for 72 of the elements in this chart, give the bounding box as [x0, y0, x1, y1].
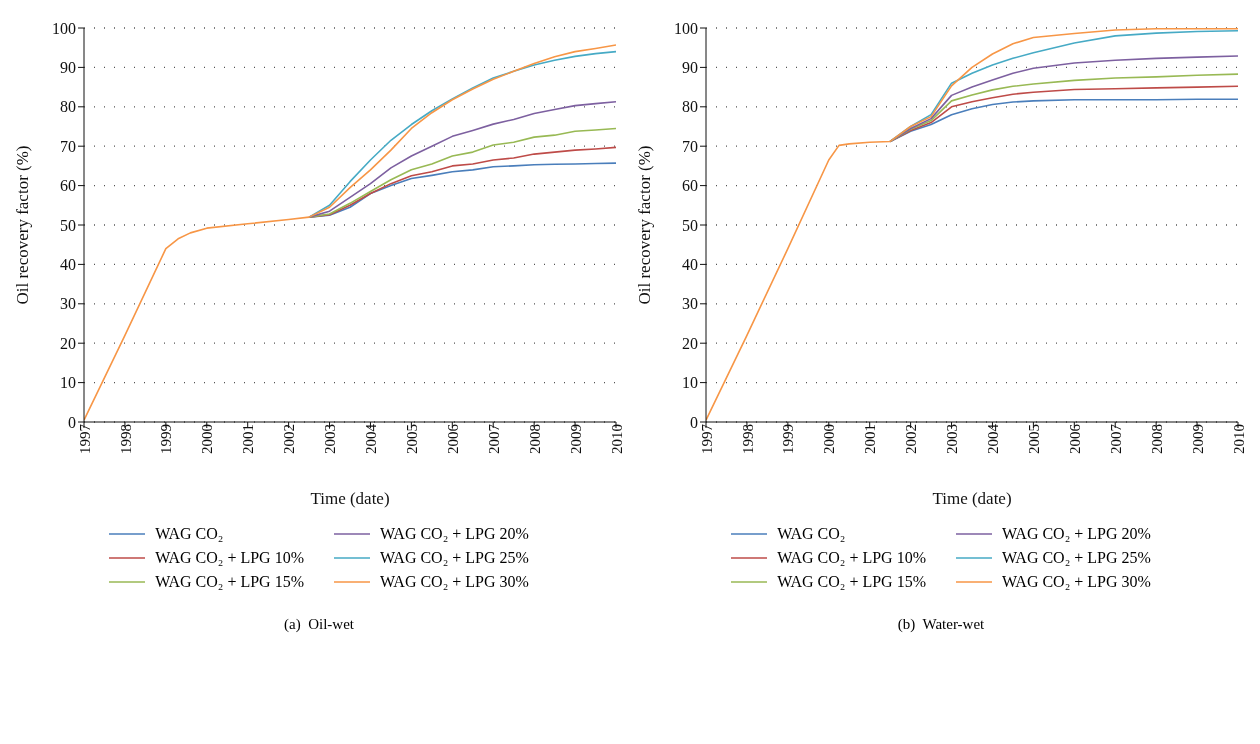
y-tick-label: 0 [68, 413, 76, 431]
y-axis-title: Oil recovery factor (%) [635, 145, 655, 305]
legend-label: WAG CO₂ [155, 525, 224, 543]
x-tick-label: 2007 [1107, 423, 1124, 454]
text: (b) Water-wet [896, 616, 986, 633]
x-tick-label: 2008 [526, 424, 543, 454]
legend-label: WAG CO₂ + LPG 25% [380, 549, 529, 567]
legend-label: WAG CO₂ + LPG 20% [380, 525, 529, 543]
legend-label: WAG CO₂ + LPG 15% [155, 573, 304, 591]
y-tick-label: 60 [682, 177, 698, 195]
y-tick-label: 90 [60, 59, 76, 77]
x-tick-label: 1999 [158, 424, 175, 454]
x-tick-label: 2000 [821, 424, 838, 454]
x-tick-label: 1998 [117, 424, 134, 454]
x-tick-label: 2010 [608, 424, 625, 454]
text: (a) Oil-wet [283, 616, 355, 633]
y-tick-label: 10 [682, 374, 698, 392]
line-series [889, 55, 1238, 143]
x-tick-label: 2008 [1148, 424, 1165, 454]
y-tick-label: 40 [60, 256, 76, 274]
y-tick-label: 100 [674, 19, 698, 37]
x-tick-label: 2004 [363, 423, 380, 454]
x-tick-label: 2003 [322, 424, 339, 454]
legend-label: WAG CO₂ + LPG 10% [777, 549, 926, 567]
x-tick-label: 2007 [485, 423, 502, 454]
x-tick-label: 2009 [567, 424, 584, 454]
y-tick-label: 90 [682, 59, 698, 77]
x-tick-label: 2000 [199, 424, 216, 454]
x-tick-label: 2006 [444, 423, 461, 454]
line-series [308, 100, 616, 218]
x-tick-label: 2005 [1026, 424, 1043, 454]
y-tick-label: 50 [682, 216, 698, 234]
legend-label: WAG CO₂ + LPG 20% [1002, 525, 1151, 543]
x-tick-label: 2010 [1230, 424, 1247, 454]
x-tick-label: 2003 [944, 424, 961, 454]
y-tick-label: 80 [60, 98, 76, 116]
y-tick-label: 80 [682, 98, 698, 116]
line-series [308, 50, 616, 218]
line-series [308, 127, 616, 218]
legend-label: WAG CO₂ + LPG 15% [777, 573, 926, 591]
y-tick-label: 0 [690, 413, 698, 431]
y-tick-label: 40 [682, 256, 698, 274]
x-tick-label: 2004 [985, 423, 1002, 454]
y-tick-label: 30 [682, 295, 698, 313]
x-tick-label: 2005 [404, 424, 421, 454]
legend-label: WAG CO₂ + LPG 10% [155, 549, 304, 567]
x-tick-label: 2006 [1066, 423, 1083, 454]
legend-label: WAG CO₂ + LPG 30% [380, 573, 529, 591]
y-axis-title: Oil recovery factor (%) [13, 145, 33, 305]
x-tick-label: 1997 [698, 423, 715, 454]
y-tick-label: 60 [60, 177, 76, 195]
y-tick-label: 20 [682, 334, 698, 352]
legend-label: WAG CO₂ + LPG 25% [1002, 549, 1151, 567]
y-tick-label: 10 [60, 374, 76, 392]
y-tick-label: 70 [60, 137, 76, 155]
legend-label: WAG CO₂ [777, 525, 846, 543]
x-tick-label: 2001 [862, 424, 879, 454]
x-axis-title: Time (date) [932, 489, 1012, 508]
y-tick-label: 70 [682, 137, 698, 155]
y-tick-label: 30 [60, 295, 76, 313]
x-tick-label: 2002 [903, 424, 920, 454]
y-tick-label: 50 [60, 216, 76, 234]
x-tick-label: 1997 [76, 423, 93, 454]
x-axis-title: Time (date) [310, 489, 390, 508]
y-tick-label: 20 [60, 334, 76, 352]
x-tick-label: 1998 [739, 424, 756, 454]
x-tick-label: 2001 [240, 424, 257, 454]
x-tick-label: 2009 [1189, 424, 1206, 454]
legend-label: WAG CO₂ + LPG 30% [1002, 573, 1151, 591]
y-tick-label: 100 [52, 19, 76, 37]
x-tick-label: 1999 [780, 424, 797, 454]
x-tick-label: 2002 [281, 424, 298, 454]
